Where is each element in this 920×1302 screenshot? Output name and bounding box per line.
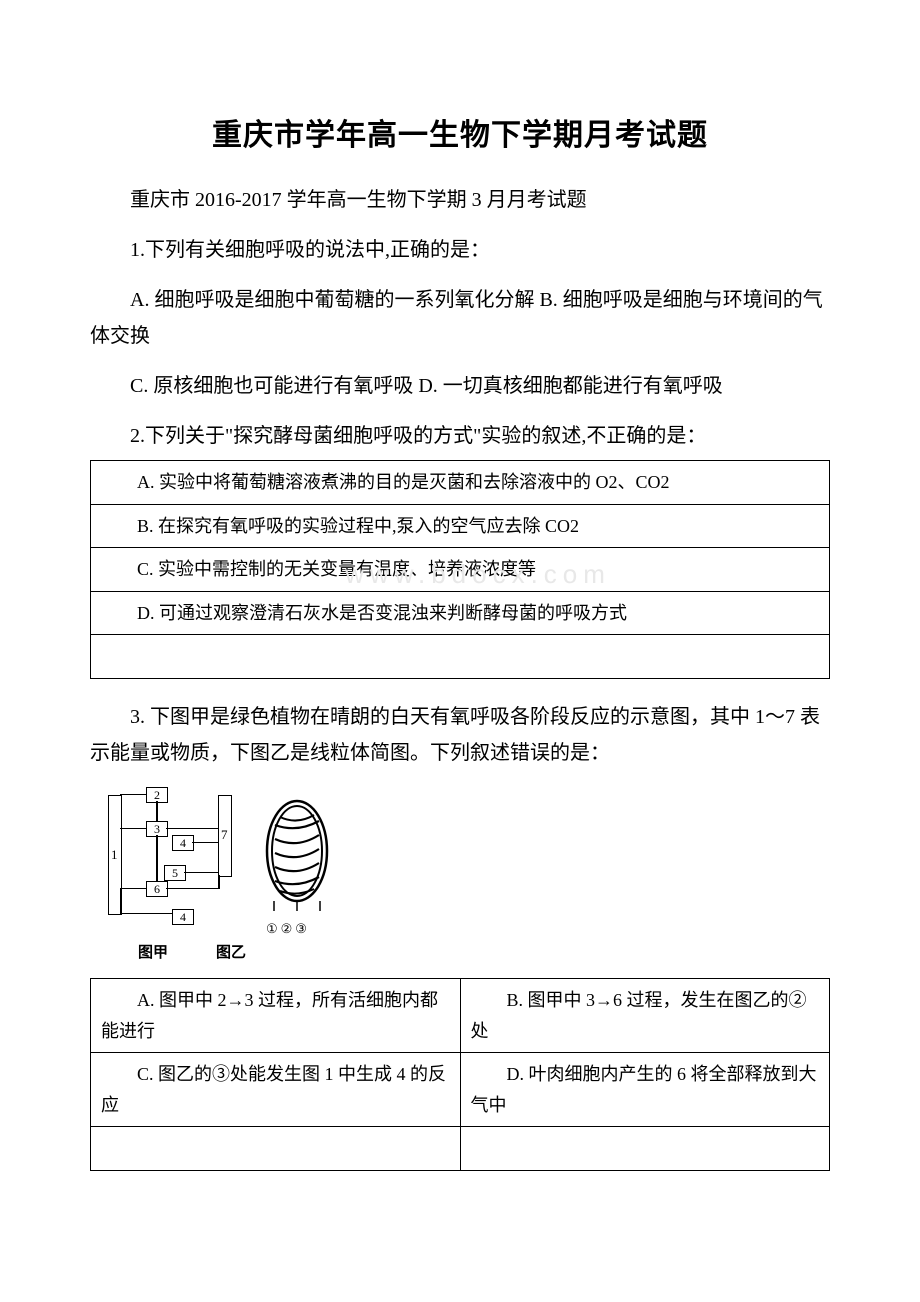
q1-options-cd: C. 原核细胞也可能进行有氧呼吸 D. 一切真核细胞都能进行有氧呼吸	[90, 368, 830, 404]
table-row: A. 图甲中 2→3 过程，所有活细胞内都能进行 B. 图甲中 3→6 过程，发…	[91, 978, 830, 1052]
diagram-label-7: 7	[221, 827, 228, 843]
q1-stem: 1.下列有关细胞呼吸的说法中,正确的是：	[90, 232, 830, 268]
mito-labels: ①②③	[266, 921, 310, 937]
q2-options-table: A. 实验中将葡萄糖溶液煮沸的目的是灭菌和去除溶液中的 O2、CO2 B. 在探…	[90, 460, 830, 679]
q1-options-ab: A. 细胞呼吸是细胞中葡萄糖的一系列氧化分解 B. 细胞呼吸是细胞与环境间的气体…	[90, 282, 830, 354]
diagram-box-6: 6	[146, 881, 168, 897]
diagram-box-4: 4	[172, 835, 194, 851]
q2-option-c: C. 实验中需控制的无关变量有温度、培养液浓度等 www.bdocx.com	[91, 548, 830, 592]
empty-cell	[91, 1127, 461, 1171]
q3-option-b: B. 图甲中 3→6 过程，发生在图乙的②处	[460, 978, 830, 1052]
figure-label-yi: 图乙	[216, 941, 246, 962]
q3-option-d: D. 叶肉细胞内产生的 6 将全部释放到大气中	[460, 1053, 830, 1127]
empty-cell	[91, 635, 830, 679]
subtitle: 重庆市 2016-2017 学年高一生物下学期 3 月月考试题	[90, 182, 830, 218]
diagram-yi: ①②③	[260, 795, 345, 935]
diagram-label-1: 1	[111, 847, 118, 863]
q3-stem: 3. 下图甲是绿色植物在晴朗的白天有氧呼吸各阶段反应的示意图，其中 1～7 表示…	[90, 699, 830, 771]
q3-option-c: C. 图乙的③处能发生图 1 中生成 4 的反应	[91, 1053, 461, 1127]
empty-cell	[460, 1127, 830, 1171]
table-row: A. 实验中将葡萄糖溶液煮沸的目的是灭菌和去除溶液中的 O2、CO2	[91, 461, 830, 505]
table-row: C. 图乙的③处能发生图 1 中生成 4 的反应 D. 叶肉细胞内产生的 6 将…	[91, 1053, 830, 1127]
q2-option-d: D. 可通过观察澄清石灰水是否变混浊来判断酵母菌的呼吸方式	[91, 591, 830, 635]
diagram-jia: 1 7 2 3 4 5 6 4	[102, 785, 242, 935]
q2-option-a: A. 实验中将葡萄糖溶液煮沸的目的是灭菌和去除溶液中的 O2、CO2	[91, 461, 830, 505]
q2-option-b: B. 在探究有氧呼吸的实验过程中,泵入的空气应去除 CO2	[91, 504, 830, 548]
figure-label-jia: 图甲	[138, 941, 168, 962]
table-row	[91, 635, 830, 679]
table-row: D. 可通过观察澄清石灰水是否变混浊来判断酵母菌的呼吸方式	[91, 591, 830, 635]
diagram-box-4b: 4	[172, 909, 194, 925]
q3-option-a: A. 图甲中 2→3 过程，所有活细胞内都能进行	[91, 978, 461, 1052]
q3-figure-row: 1 7 2 3 4 5 6 4	[102, 785, 830, 935]
table-row: C. 实验中需控制的无关变量有温度、培养液浓度等 www.bdocx.com	[91, 548, 830, 592]
q2-stem: 2.下列关于"探究酵母菌细胞呼吸的方式"实验的叙述,不正确的是：	[90, 418, 830, 454]
mitochondrion-icon	[260, 795, 335, 915]
q2-option-c-text: C. 实验中需控制的无关变量有温度、培养液浓度等	[137, 559, 536, 579]
figure-labels: 图甲 图乙	[138, 941, 830, 962]
q3-options-table: A. 图甲中 2→3 过程，所有活细胞内都能进行 B. 图甲中 3→6 过程，发…	[90, 978, 830, 1171]
table-row: B. 在探究有氧呼吸的实验过程中,泵入的空气应去除 CO2	[91, 504, 830, 548]
diagram-box-5: 5	[164, 865, 186, 881]
page-title: 重庆市学年高一生物下学期月考试题	[90, 110, 830, 154]
table-row	[91, 1127, 830, 1171]
